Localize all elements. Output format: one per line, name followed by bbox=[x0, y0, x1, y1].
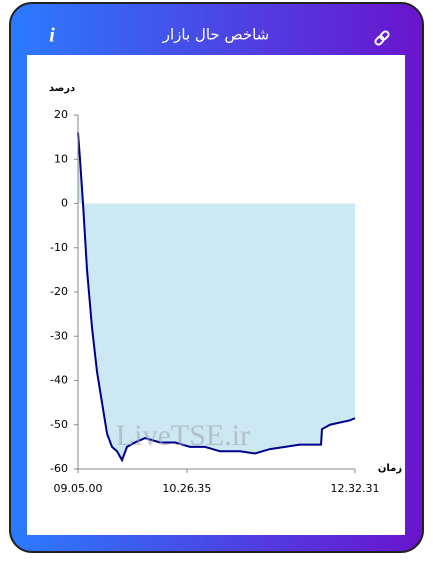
plot: -60 -50 -40 -30 -20 -10 0 10 20 09.05.00 10.26.35 1… bbox=[49, 83, 403, 495]
y-tick-label: 10 bbox=[54, 152, 68, 165]
y-tick-label: -60 bbox=[50, 462, 68, 475]
y-tick-label: 20 bbox=[54, 108, 68, 121]
y-tick-label: 0 bbox=[61, 197, 68, 210]
watermark: LiveTSE.ir bbox=[116, 419, 250, 452]
y-tick-label: -30 bbox=[50, 329, 68, 342]
line bbox=[77, 132, 356, 463]
x-axis-label: زمان bbox=[378, 463, 402, 474]
area bbox=[78, 132, 355, 461]
x-tick-label: 09.05.00 bbox=[54, 482, 103, 495]
link-icon[interactable] bbox=[374, 30, 390, 46]
x-tick-label: 10.26.35 bbox=[162, 482, 211, 495]
y-tick-label: -10 bbox=[50, 241, 68, 254]
y-tick-label: -20 bbox=[50, 285, 68, 298]
info-icon[interactable]: i bbox=[49, 25, 55, 47]
y-tick-label: -50 bbox=[50, 418, 68, 431]
y-axis-label: درصد bbox=[49, 83, 75, 94]
y-tick-label: -40 bbox=[50, 374, 68, 387]
header-title: شاخص حال بازار bbox=[162, 26, 269, 44]
x-tick-label: 12.32.31 bbox=[331, 482, 380, 495]
